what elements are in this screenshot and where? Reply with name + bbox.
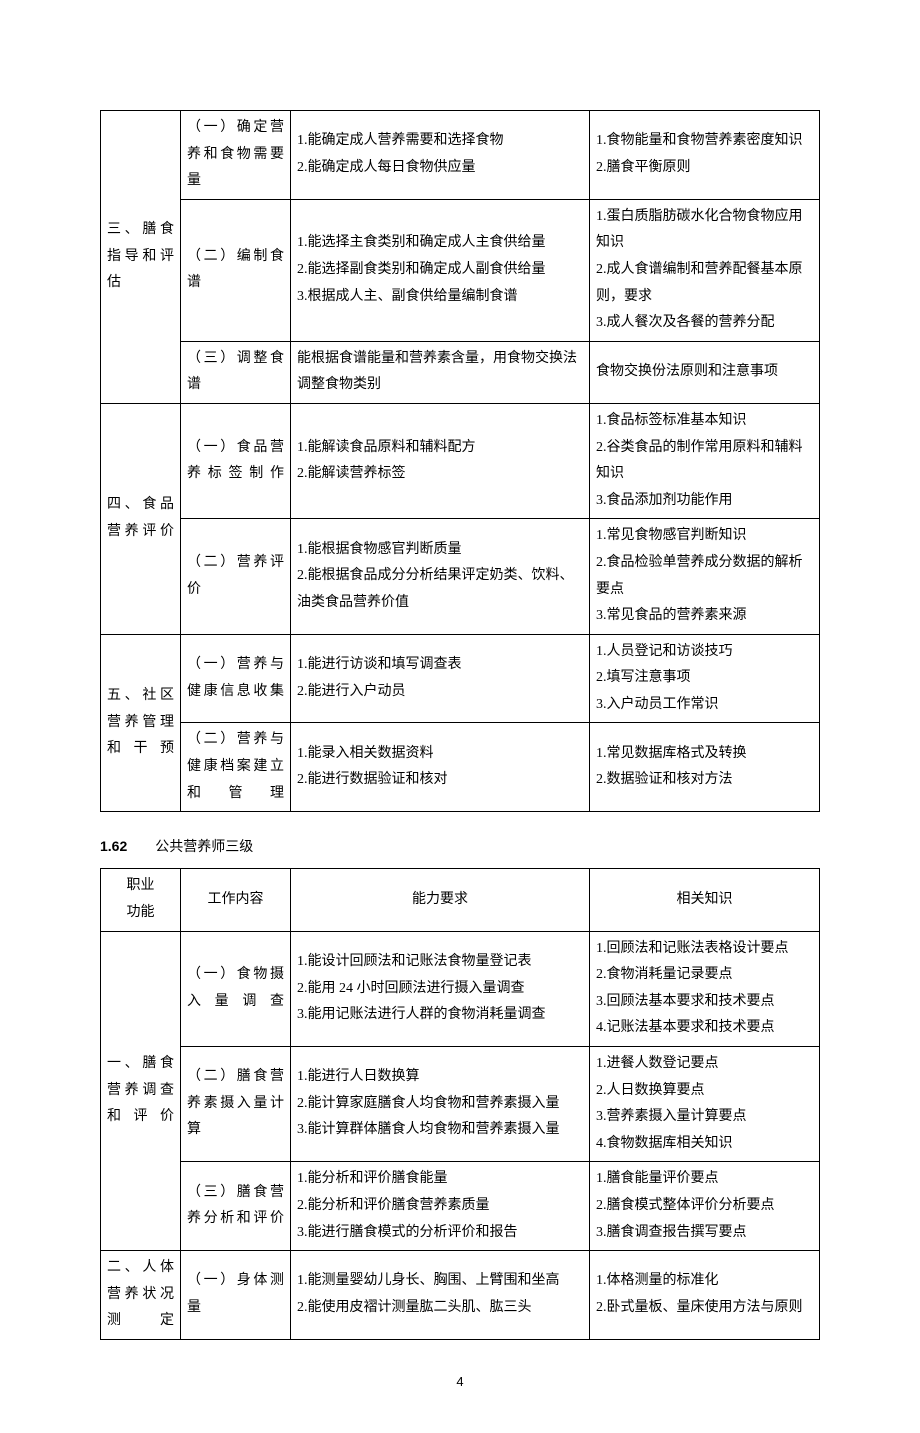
page-number: 4 — [100, 1370, 820, 1393]
table2-header-row: 职业功能 工作内容 能力要求 相关知识 — [101, 869, 820, 931]
cell-knowledge: 1.进餐人数登记要点2.人日数换算要点3.营养素摄入量计算要点4.食物数据库相关… — [590, 1047, 820, 1162]
cell-requirement: 1.能测量婴幼儿身长、胸围、上臂围和坐高2.能使用皮褶计测量肱二头肌、肱三头 — [291, 1251, 590, 1340]
cell-knowledge: 1.食品标签标准基本知识2.谷类食品的制作常用原料和辅料知识3.食品添加剂功能作… — [590, 403, 820, 518]
header-work: 工作内容 — [181, 869, 291, 931]
cell-knowledge: 1.常见食物感官判断知识2.食品检验单营养成分数据的解析要点3.常见食品的营养素… — [590, 519, 820, 634]
section-heading: 1.62 公共营养师三级 — [100, 834, 820, 860]
cell-work: （一）食品营养标签制作 — [181, 403, 291, 518]
table-level4-continued: 三、膳食指导和评估（一）确定营养和食物需要量1.能确定成人营养需要和选择食物2.… — [100, 110, 820, 812]
cell-work: （二）营养评价 — [181, 519, 291, 634]
cell-knowledge: 1.体格测量的标准化2.卧式量板、量床使用方法与原则 — [590, 1251, 820, 1340]
cell-work: （二）营养与健康档案建立和管理 — [181, 723, 291, 812]
cell-requirement: 1.能分析和评价膳食能量2.能分析和评价膳食营养素质量3.能进行膳食模式的分析评… — [291, 1162, 590, 1251]
table-row: （二）营养与健康档案建立和管理1.能录入相关数据资料2.能进行数据验证和核对1.… — [101, 723, 820, 812]
table-row: （三）调整食谱能根据食谱能量和营养素含量，用食物交换法调整食物类别食物交换份法原… — [101, 341, 820, 403]
cell-requirement: 1.能进行人日数换算2.能计算家庭膳食人均食物和营养素摄入量3.能计算群体膳食人… — [291, 1047, 590, 1162]
header-func: 职业功能 — [101, 869, 181, 931]
cell-requirement: 能根据食谱能量和营养素含量，用食物交换法调整食物类别 — [291, 341, 590, 403]
table2-body: 一、膳食营养调查和评价（一）食物摄入量调查1.能设计回顾法和记账法食物量登记表2… — [101, 931, 820, 1339]
cell-knowledge: 1.膳食能量评价要点2.膳食模式整体评价分析要点3.膳食调查报告撰写要点 — [590, 1162, 820, 1251]
cell-function: 一、膳食营养调查和评价 — [101, 931, 181, 1251]
table1-body: 三、膳食指导和评估（一）确定营养和食物需要量1.能确定成人营养需要和选择食物2.… — [101, 111, 820, 812]
table-row: （二）编制食谱1.能选择主食类别和确定成人主食供给量2.能选择副食类别和确定成人… — [101, 199, 820, 341]
table-row: 二、人体营养状况测定（一）身体测量1.能测量婴幼儿身长、胸围、上臂围和坐高2.能… — [101, 1251, 820, 1340]
table-row: 一、膳食营养调查和评价（一）食物摄入量调查1.能设计回顾法和记账法食物量登记表2… — [101, 931, 820, 1046]
cell-requirement: 1.能选择主食类别和确定成人主食供给量2.能选择副食类别和确定成人副食供给量3.… — [291, 199, 590, 341]
cell-function: 三、膳食指导和评估 — [101, 111, 181, 404]
cell-work: （一）身体测量 — [181, 1251, 291, 1340]
cell-requirement: 1.能确定成人营养需要和选择食物2.能确定成人每日食物供应量 — [291, 111, 590, 200]
header-req: 能力要求 — [291, 869, 590, 931]
cell-function: 四、食品营养评价 — [101, 403, 181, 634]
table-row: 三、膳食指导和评估（一）确定营养和食物需要量1.能确定成人营养需要和选择食物2.… — [101, 111, 820, 200]
cell-requirement: 1.能进行访谈和填写调查表2.能进行入户动员 — [291, 634, 590, 723]
cell-work: （一）食物摄入量调查 — [181, 931, 291, 1046]
cell-knowledge: 1.常见数据库格式及转换2.数据验证和核对方法 — [590, 723, 820, 812]
cell-work: （一）确定营养和食物需要量 — [181, 111, 291, 200]
cell-knowledge: 1.人员登记和访谈技巧2.填写注意事项3.入户动员工作常识 — [590, 634, 820, 723]
cell-knowledge: 1.蛋白质脂肪碳水化合物食物应用知识2.成人食谱编制和营养配餐基本原则，要求3.… — [590, 199, 820, 341]
cell-function: 五、社区营养管理和干预 — [101, 634, 181, 812]
table-row: （二）膳食营养素摄入量计算1.能进行人日数换算2.能计算家庭膳食人均食物和营养素… — [101, 1047, 820, 1162]
table-row: （二）营养评价1.能根据食物感官判断质量2.能根据食品成分分析结果评定奶类、饮料… — [101, 519, 820, 634]
cell-knowledge: 1.回顾法和记账法表格设计要点2.食物消耗量记录要点3.回顾法基本要求和技术要点… — [590, 931, 820, 1046]
table-level3: 职业功能 工作内容 能力要求 相关知识 一、膳食营养调查和评价（一）食物摄入量调… — [100, 868, 820, 1340]
section-number: 1.62 — [100, 838, 127, 854]
cell-work: （三）膳食营养分析和评价 — [181, 1162, 291, 1251]
cell-knowledge: 1.食物能量和食物营养素密度知识2.膳食平衡原则 — [590, 111, 820, 200]
cell-work: （三）调整食谱 — [181, 341, 291, 403]
cell-function: 二、人体营养状况测定 — [101, 1251, 181, 1340]
cell-work: （二）膳食营养素摄入量计算 — [181, 1047, 291, 1162]
table-row: 四、食品营养评价（一）食品营养标签制作1.能解读食品原料和辅料配方2.能解读营养… — [101, 403, 820, 518]
header-know: 相关知识 — [590, 869, 820, 931]
cell-requirement: 1.能设计回顾法和记账法食物量登记表2.能用 24 小时回顾法进行摄入量调查3.… — [291, 931, 590, 1046]
cell-requirement: 1.能录入相关数据资料2.能进行数据验证和核对 — [291, 723, 590, 812]
table-row: （三）膳食营养分析和评价1.能分析和评价膳食能量2.能分析和评价膳食营养素质量3… — [101, 1162, 820, 1251]
section-title: 公共营养师三级 — [155, 840, 253, 855]
cell-knowledge: 食物交换份法原则和注意事项 — [590, 341, 820, 403]
cell-requirement: 1.能根据食物感官判断质量2.能根据食品成分分析结果评定奶类、饮料、油类食品营养… — [291, 519, 590, 634]
cell-work: （一）营养与健康信息收集 — [181, 634, 291, 723]
table-row: 五、社区营养管理和干预（一）营养与健康信息收集1.能进行访谈和填写调查表2.能进… — [101, 634, 820, 723]
cell-work: （二）编制食谱 — [181, 199, 291, 341]
cell-requirement: 1.能解读食品原料和辅料配方2.能解读营养标签 — [291, 403, 590, 518]
